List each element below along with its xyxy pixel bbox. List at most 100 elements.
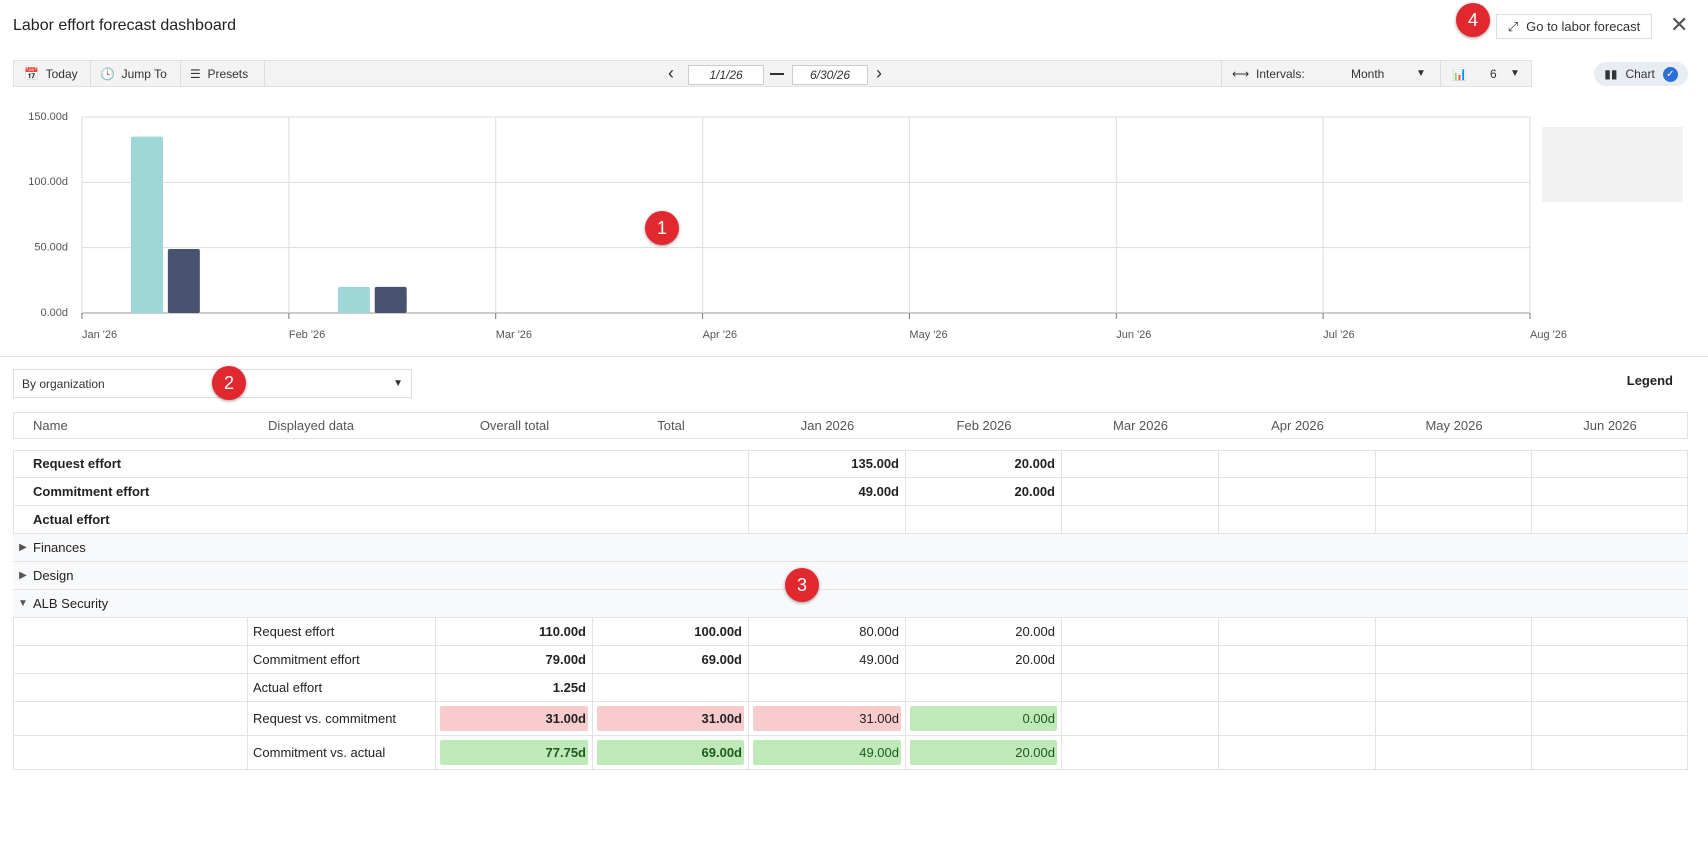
column-header: Displayed data — [268, 418, 354, 433]
expander: ▶ — [19, 570, 27, 581]
y-tick-label: 0.00d — [40, 307, 68, 319]
caret: ▼ — [1510, 68, 1520, 79]
check: ✓ — [1662, 66, 1678, 82]
today-label: Today — [45, 66, 78, 81]
value-cell — [1376, 450, 1532, 478]
y-tick-label: 50.00d — [34, 242, 68, 254]
grouping-label: By organization — [22, 376, 105, 391]
column-header: Total — [657, 418, 685, 433]
value-cell — [1062, 478, 1219, 506]
value-cell — [1532, 674, 1688, 702]
value-cell: 110.00d — [436, 618, 593, 646]
dash — [770, 73, 784, 75]
value-cell — [1532, 450, 1688, 478]
value: 49.00d — [859, 652, 899, 667]
group-row[interactable]: ▶ Design — [13, 562, 1688, 590]
bar — [167, 248, 200, 313]
value: 1.25d — [552, 680, 586, 695]
value: 80.00d — [859, 624, 899, 639]
value-cell — [1376, 646, 1532, 674]
legend — [1542, 127, 1683, 202]
caret: ▼ — [393, 378, 403, 389]
today[interactable]: 📅 Today — [24, 66, 78, 81]
go-button[interactable]: ⤢ Go to labor forecast — [1496, 14, 1652, 39]
start-date[interactable]: 1/1/26 — [688, 65, 764, 85]
column-header: May 2026 — [1425, 418, 1483, 433]
empty-cell — [13, 646, 248, 674]
expand-icon: ⤢ — [1507, 18, 1519, 34]
value-cell — [1062, 506, 1219, 534]
empty-cell — [13, 702, 248, 736]
group-name: ALB Security — [33, 596, 109, 611]
expander: ▶ — [19, 542, 27, 553]
status-cell: 69.00d — [597, 740, 744, 765]
row-name: Commitment effort — [13, 478, 749, 506]
value-cell — [1532, 506, 1688, 534]
value-cell: 49.00d — [749, 478, 906, 506]
value: 20.00d — [1015, 652, 1055, 667]
chart-toggle[interactable]: ▮▮ Chart ✓ — [1594, 62, 1688, 86]
value-cell — [1062, 702, 1219, 736]
value-cell — [1219, 478, 1376, 506]
value-cell: 31.00d — [436, 702, 593, 736]
value-cell — [1532, 646, 1688, 674]
group-name: Design — [33, 568, 74, 583]
value-cell — [1062, 736, 1219, 770]
next[interactable]: › — [876, 63, 882, 83]
divider — [1440, 60, 1441, 87]
value-cell: 1.25d — [436, 674, 593, 702]
status-cell: 20.00d — [910, 740, 1057, 765]
value-cell: 20.00d — [906, 478, 1062, 506]
caret: ▼ — [1416, 68, 1426, 79]
column-header: Name — [33, 418, 68, 433]
x-tick-label: Mar '26 — [496, 329, 532, 341]
row-label: Commitment vs. actual — [248, 736, 436, 770]
value: 79.00d — [545, 652, 586, 667]
prev[interactable]: ‹ — [668, 63, 674, 83]
x-tick-label: May '26 — [909, 329, 947, 341]
value-cell: 49.00d — [749, 736, 906, 770]
value-cell — [1219, 736, 1376, 770]
marker: 2 — [212, 366, 246, 400]
grouping-select[interactable]: By organization ▼ — [13, 369, 412, 398]
interval-select[interactable]: Month — [1351, 66, 1385, 81]
status-cell: 0.00d — [910, 706, 1057, 731]
value-cell — [1062, 646, 1219, 674]
chart-label: Chart — [1625, 67, 1655, 81]
marker: 1 — [645, 211, 679, 245]
divider — [180, 60, 181, 87]
value-cell — [593, 674, 749, 702]
end-date[interactable]: 6/30/26 — [792, 65, 868, 85]
value-cell: 79.00d — [436, 646, 593, 674]
value-cell — [1219, 618, 1376, 646]
value-cell — [1376, 736, 1532, 770]
group-row[interactable]: ▶ Finances — [13, 534, 1688, 562]
x-tick-label: Feb '26 — [289, 329, 325, 341]
y-tick-label: 150.00d — [28, 111, 68, 123]
divider — [90, 60, 91, 87]
jump-to[interactable]: 🕓 Jump To — [100, 66, 167, 81]
x-tick-label: Jan '26 — [82, 329, 117, 341]
table-header — [13, 412, 1688, 439]
chart-icon: ▮▮ — [1604, 67, 1618, 81]
intervals-icon: ⟷ — [1232, 66, 1250, 81]
value-cell — [1532, 702, 1688, 736]
value-cell — [906, 506, 1062, 534]
bar — [337, 286, 370, 313]
value-cell — [1219, 506, 1376, 534]
value-cell: 20.00d — [906, 450, 1062, 478]
group-row[interactable]: ▼ ALB Security — [13, 590, 1688, 618]
row-label: Request effort — [248, 618, 436, 646]
chart: 0.00d 50.00d 100.00d 150.00d Jan '26 Feb '26 M… — [28, 111, 1670, 341]
marker: 3 — [785, 568, 819, 602]
row-name: Actual effort — [13, 506, 749, 534]
close[interactable]: ✕ — [1670, 12, 1689, 37]
column-header: Apr 2026 — [1271, 418, 1324, 433]
presets[interactable]: ☰ Presets — [190, 66, 249, 81]
legend-link[interactable]: Legend — [1626, 373, 1673, 388]
value-cell — [1376, 618, 1532, 646]
count-select[interactable]: 6 — [1490, 66, 1497, 81]
value-cell: 0.00d — [906, 702, 1062, 736]
value-cell: 31.00d — [593, 702, 749, 736]
